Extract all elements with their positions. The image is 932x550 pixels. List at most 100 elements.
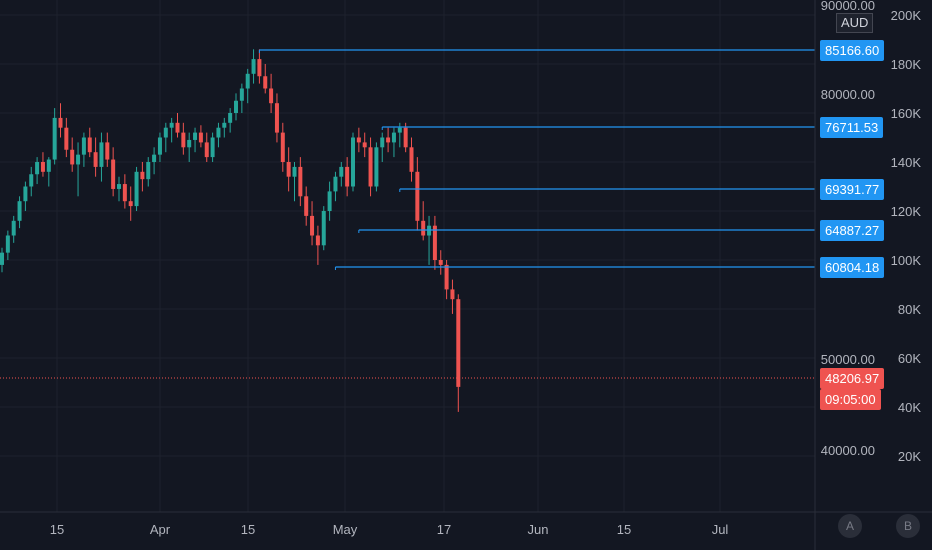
candle-body	[286, 162, 291, 177]
candle-body	[163, 127, 168, 138]
candle-body	[204, 142, 209, 158]
candle-body	[99, 142, 104, 167]
horizontal-levels	[258, 49, 815, 270]
candle-body	[380, 137, 385, 148]
currency-label[interactable]: AUD	[836, 13, 874, 33]
x-tick-label: Jun	[528, 522, 549, 537]
right-tick-label: 100K	[891, 253, 922, 268]
candle-body	[93, 152, 98, 167]
last-price-tag: 48206.97	[820, 368, 885, 389]
right-tick-label: 200K	[891, 8, 922, 23]
right-tick-label: 120K	[891, 204, 922, 219]
candle-body	[193, 132, 198, 140]
right-tick-label: 40K	[898, 400, 921, 415]
candle-body	[298, 166, 303, 197]
candle-body	[46, 159, 51, 172]
candle-body	[152, 154, 157, 162]
candle-body	[210, 137, 215, 158]
grid	[0, 0, 815, 512]
candle-body	[333, 176, 338, 192]
candle-body	[391, 132, 396, 143]
candle-body	[76, 154, 81, 165]
level-price-tag[interactable]: 64887.27	[820, 220, 885, 241]
candle-body	[257, 59, 262, 77]
candle-body	[23, 186, 28, 202]
left-tick-label: 40000.00	[821, 443, 875, 458]
candle-body	[421, 220, 426, 236]
candle-body	[263, 76, 268, 89]
candle-body	[134, 171, 139, 207]
candle-body	[81, 137, 86, 155]
candle-body	[397, 127, 402, 133]
x-tick-label: 15	[50, 522, 64, 537]
candle-body	[35, 162, 40, 175]
right-price-ticks: 200K 180K 160K 140K 120K 100K 80K 60K 40K 20K	[891, 8, 922, 464]
candle-body	[321, 211, 326, 246]
x-tick-label: Jul	[712, 522, 729, 537]
level-price-tag[interactable]: 85166.60	[820, 40, 885, 61]
right-tick-label: 20K	[898, 449, 921, 464]
left-price-ticks: 90000.00 80000.00 50000.00 40000.00	[821, 0, 875, 458]
left-tick-label: 80000.00	[821, 87, 875, 102]
candle-body	[269, 88, 274, 104]
candle-body	[198, 132, 203, 143]
candle-body	[304, 196, 309, 216]
level-price-tag[interactable]: 69391.77	[820, 179, 885, 200]
candle-body	[64, 127, 69, 150]
x-tick-label: May	[333, 522, 358, 537]
candle-body	[292, 166, 297, 177]
candle-body	[222, 122, 227, 128]
countdown-tag: 09:05:00	[820, 389, 881, 410]
candle-body	[5, 235, 10, 253]
candle-body	[105, 142, 110, 160]
candle-body	[315, 235, 320, 246]
candle-body	[87, 137, 92, 153]
right-tick-label: 140K	[891, 155, 922, 170]
candle-body	[409, 147, 414, 172]
candle-body	[245, 73, 250, 89]
left-tick-label: 50000.00	[821, 352, 875, 367]
button-a[interactable]: A	[838, 514, 862, 538]
candle-body	[251, 59, 256, 74]
candle-body	[356, 137, 361, 143]
candle-body	[187, 139, 192, 148]
candle-body	[17, 201, 22, 221]
x-tick-label: Apr	[150, 522, 171, 537]
x-tick-label: 15	[617, 522, 631, 537]
candle-body	[0, 252, 4, 265]
candle-body	[40, 162, 45, 172]
candle-body	[450, 289, 455, 300]
candle-body	[146, 162, 151, 180]
candle-body	[169, 122, 174, 128]
candle-body	[58, 117, 63, 128]
candle-body	[157, 137, 162, 155]
candle-body	[456, 299, 461, 387]
button-b[interactable]: B	[896, 514, 920, 538]
candle-body	[175, 122, 180, 133]
left-tick-label: 90000.00	[821, 0, 875, 13]
candle-body	[368, 147, 373, 187]
candle-body	[345, 166, 350, 187]
candle-body	[432, 225, 437, 260]
right-tick-label: 60K	[898, 351, 921, 366]
candle-body	[374, 147, 379, 187]
candle-body	[438, 260, 443, 265]
candle-body	[128, 201, 133, 207]
candle-body	[362, 142, 367, 148]
candle-body	[310, 215, 315, 236]
candle-body	[351, 137, 355, 187]
candle-body	[444, 264, 449, 290]
candle-body	[181, 132, 186, 148]
level-price-tag[interactable]: 76711.53	[820, 117, 884, 138]
x-tick-label: 17	[437, 522, 451, 537]
level-price-tag[interactable]: 60804.18	[820, 257, 885, 278]
candle-body	[280, 132, 285, 162]
candle-body	[415, 171, 420, 221]
candle-body	[117, 184, 121, 189]
right-tick-label: 180K	[891, 57, 922, 72]
x-tick-label: 15	[241, 522, 255, 537]
candle-body	[216, 127, 221, 138]
candle-body	[122, 184, 127, 202]
candle-body	[52, 117, 57, 160]
